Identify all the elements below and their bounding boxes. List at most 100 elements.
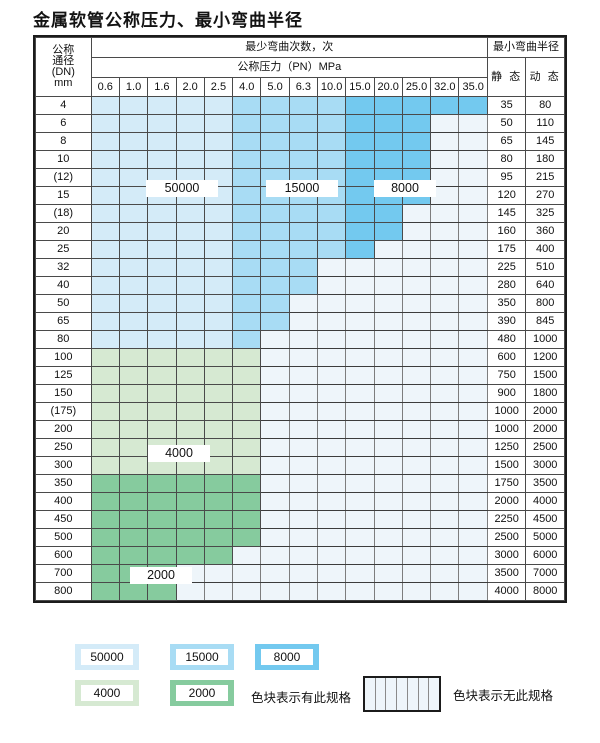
- cell-dn8-pn15.0: [345, 132, 375, 151]
- row-dn-label: 10: [35, 150, 92, 169]
- cell-dn350-pn0.6: [90, 474, 120, 493]
- cell-dn600-pn1.0: [118, 546, 149, 565]
- cell-dynamic-radius: 325: [525, 204, 565, 223]
- cell-dn65-pn1.0: [118, 312, 149, 331]
- cell-dn500-pn2.5: [203, 528, 234, 547]
- cell-dn(12)-pn15.0: [345, 168, 375, 187]
- cell-dn50-pn1.0: [118, 294, 149, 313]
- cell-dn450-pn1.0: [118, 510, 149, 529]
- cell-dn500-pn25.0: [401, 528, 432, 547]
- cell-dn(18)-pn1.0: [118, 204, 149, 223]
- cell-dn25-pn20.0: [373, 240, 403, 259]
- cell-dn400-pn1.0: [118, 492, 149, 511]
- cell-dn10-pn2.0: [175, 150, 205, 169]
- cell-dn50-pn2.5: [203, 294, 234, 313]
- cell-dn500-pn35.0: [458, 528, 488, 547]
- cell-dn150-pn1.0: [118, 384, 149, 403]
- cell-dn250-pn6.3: [288, 438, 318, 457]
- cell-dn50-pn15.0: [345, 294, 375, 313]
- cell-dn4-pn6.3: [288, 96, 318, 115]
- cell-dn200-pn0.6: [90, 420, 120, 439]
- cell-dn32-pn25.0: [401, 258, 432, 277]
- cell-dn300-pn10.0: [316, 456, 347, 475]
- cell-dn65-pn2.0: [175, 312, 205, 331]
- cell-dn800-pn0.6: [90, 582, 120, 601]
- cell-dn(18)-pn15.0: [345, 204, 375, 223]
- cell-dn(12)-pn4.0: [232, 168, 262, 187]
- cell-dn450-pn1.6: [147, 510, 177, 529]
- cell-dn40-pn2.0: [175, 276, 205, 295]
- row-dn-label: 350: [35, 474, 92, 493]
- cell-dn200-pn15.0: [345, 420, 375, 439]
- cell-dn8-pn10.0: [316, 132, 347, 151]
- cell-dn500-pn5.0: [260, 528, 290, 547]
- table-row: 4 35 80: [35, 96, 565, 115]
- cell-dn100-pn15.0: [345, 348, 375, 367]
- cell-dynamic-radius: 4500: [525, 510, 565, 529]
- cell-dn250-pn1.0: [118, 438, 149, 457]
- cell-dn65-pn15.0: [345, 312, 375, 331]
- cell-dn25-pn4.0: [232, 240, 262, 259]
- cell-dn50-pn32.0: [430, 294, 460, 313]
- cell-dn125-pn2.5: [203, 366, 234, 385]
- table-row: 400 2000 4000: [35, 492, 565, 511]
- cell-dn4-pn32.0: [430, 96, 460, 115]
- cell-dn150-pn0.6: [90, 384, 120, 403]
- row-dn-label: 100: [35, 348, 92, 367]
- cell-dn65-pn25.0: [401, 312, 432, 331]
- cell-dn25-pn2.0: [175, 240, 205, 259]
- cell-dn20-pn5.0: [260, 222, 290, 241]
- row-dn-label: (12): [35, 168, 92, 187]
- cell-dn100-pn0.6: [90, 348, 120, 367]
- cell-dn20-pn10.0: [316, 222, 347, 241]
- row-dn-label: 300: [35, 456, 92, 475]
- cell-dn50-pn6.3: [288, 294, 318, 313]
- cell-dn(18)-pn35.0: [458, 204, 488, 223]
- cell-dn(18)-pn10.0: [316, 204, 347, 223]
- cell-dn600-pn32.0: [430, 546, 460, 565]
- cell-dn150-pn2.0: [175, 384, 205, 403]
- legend-chip-label: 50000: [81, 649, 133, 665]
- cell-dn4-pn2.5: [203, 96, 234, 115]
- cell-dn15-pn35.0: [458, 186, 488, 205]
- cell-dn600-pn6.3: [288, 546, 318, 565]
- cell-dn80-pn25.0: [401, 330, 432, 349]
- header-row-3: 0.6 1.0 1.6 2.0 2.5 4.0 5.0 6.3 10.0 15.0 20.0 25.0…: [36, 77, 565, 97]
- header-min-radius: 最小弯曲半径: [486, 37, 566, 58]
- cell-dn4-pn4.0: [232, 96, 262, 115]
- cell-dn6-pn2.5: [203, 114, 234, 133]
- cell-static-radius: 1750: [486, 474, 527, 493]
- cell-dn250-pn20.0: [373, 438, 403, 457]
- cell-dn8-pn6.3: [288, 132, 318, 151]
- table-row: 350 1750 3500: [35, 474, 565, 493]
- cell-dn(18)-pn1.6: [147, 204, 177, 223]
- cell-dn(18)-pn32.0: [430, 204, 460, 223]
- cell-dn(175)-pn6.3: [288, 402, 318, 421]
- cell-dn10-pn0.6: [90, 150, 120, 169]
- cell-dn8-pn4.0: [232, 132, 262, 151]
- cell-dn350-pn2.0: [175, 474, 205, 493]
- cell-dn4-pn5.0: [260, 96, 290, 115]
- cell-dn25-pn6.3: [288, 240, 318, 259]
- cell-dn50-pn1.6: [147, 294, 177, 313]
- cell-dynamic-radius: 8000: [525, 582, 565, 601]
- table-row: 500 2500 5000: [35, 528, 565, 547]
- cell-dn450-pn20.0: [373, 510, 403, 529]
- cell-dn300-pn15.0: [345, 456, 375, 475]
- cell-dn400-pn1.6: [147, 492, 177, 511]
- cell-dn6-pn6.3: [288, 114, 318, 133]
- cell-dn700-pn4.0: [232, 564, 262, 583]
- cell-dn40-pn10.0: [316, 276, 347, 295]
- cell-dn200-pn10.0: [316, 420, 347, 439]
- cell-dn(175)-pn20.0: [373, 402, 403, 421]
- cell-dn(175)-pn1.0: [118, 402, 149, 421]
- header-pressure-15.0: 15.0: [345, 77, 375, 97]
- cell-dn200-pn20.0: [373, 420, 403, 439]
- table-row: 20 160 360: [35, 222, 565, 241]
- cell-dn10-pn20.0: [373, 150, 403, 169]
- cell-dn100-pn2.0: [175, 348, 205, 367]
- cell-dn300-pn0.6: [90, 456, 120, 475]
- cell-dn250-pn35.0: [458, 438, 488, 457]
- cell-dn350-pn6.3: [288, 474, 318, 493]
- cell-dn(175)-pn1.6: [147, 402, 177, 421]
